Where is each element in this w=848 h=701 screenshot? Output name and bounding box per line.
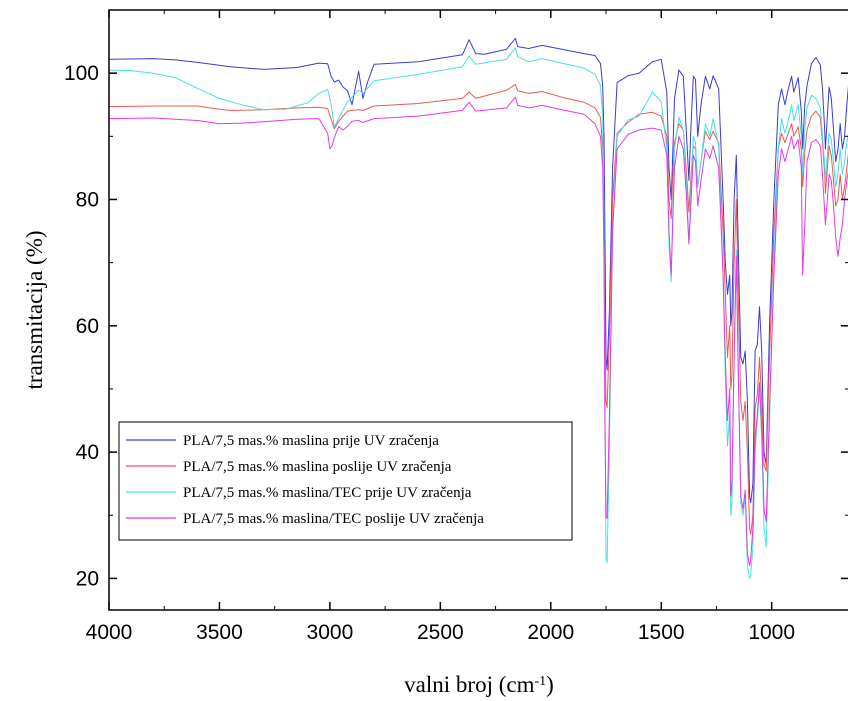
y-tick-label: 80 <box>76 188 99 211</box>
x-tick-label: 2000 <box>527 621 574 644</box>
y-axis-title: transmitacija (%) <box>22 230 47 389</box>
x-axis-title-superscript: -1 <box>534 674 546 689</box>
y-tick-label: 100 <box>64 62 99 85</box>
plot-frame <box>108 9 848 611</box>
series-line-3 <box>108 47 848 579</box>
legend-label-2: PLA/7,5 mas.% maslina poslije UV zračenj… <box>183 459 452 475</box>
x-tick-label: 2500 <box>417 621 464 644</box>
y-tick-label: 20 <box>76 567 99 590</box>
x-tick-label: 1000 <box>748 621 795 644</box>
legend: PLA/7,5 mas.% maslina prije UV zračenja P… <box>118 421 573 541</box>
x-axis-title: valni broj (cm-1) <box>404 672 554 697</box>
x-tick-label: 3000 <box>307 621 354 644</box>
x-tick-label: 4000 <box>86 621 133 644</box>
legend-box <box>118 421 573 541</box>
y-tick-label: 60 <box>76 315 99 338</box>
x-tick-label: 3500 <box>196 621 243 644</box>
legend-label-1: PLA/7,5 mas.% maslina prije UV zračenja <box>183 433 439 449</box>
series-layer <box>108 37 848 579</box>
y-tick-label: 40 <box>76 441 99 464</box>
ticks-layer: 4000 3500 3000 2500 2000 1500 1000 20 40 60 80 100 <box>64 10 848 644</box>
series-line-1 <box>108 37 848 504</box>
x-tick-label: 1500 <box>638 621 685 644</box>
series-line-4 <box>108 96 848 567</box>
legend-label-4: PLA/7,5 mas.% maslina/TEC poslije UV zra… <box>183 511 484 527</box>
legend-label-3: PLA/7,5 mas.% maslina/TEC prije UV zrače… <box>183 485 472 501</box>
